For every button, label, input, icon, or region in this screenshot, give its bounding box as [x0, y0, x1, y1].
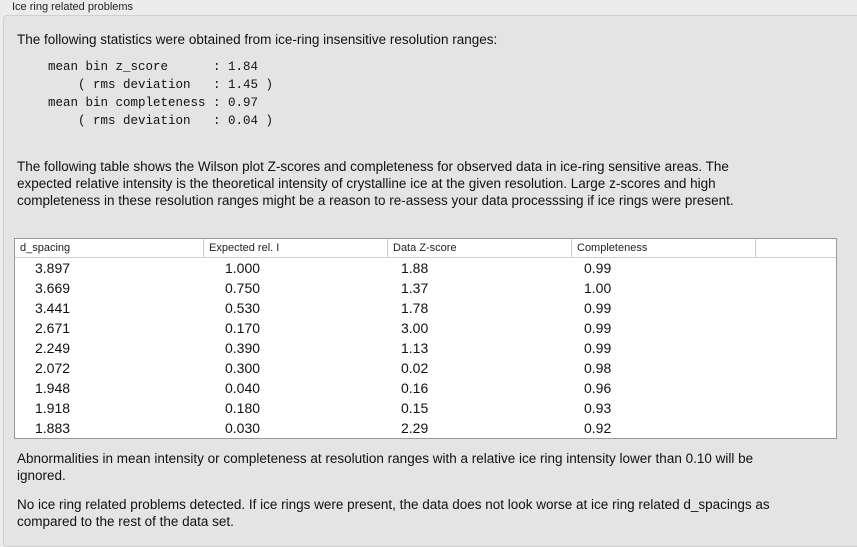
- table-intro-text: The following table shows the Wilson plo…: [17, 159, 734, 208]
- column-header[interactable]: Completeness: [572, 239, 756, 257]
- table-row[interactable]: 2.249 0.390 1.13 0.99: [15, 338, 836, 358]
- table-cell: 2.29: [401, 420, 429, 436]
- table-cell: 1.883: [35, 420, 71, 436]
- table-body: 3.897 1.000 1.88 0.99 3.669 0.750 1.37 1.00 3.44…: [15, 258, 836, 438]
- table-cell: 0.750: [225, 280, 261, 296]
- table-cell: 0.92: [584, 420, 612, 436]
- table-cell: 2.671: [35, 320, 71, 336]
- table-cell: 0.530: [225, 300, 261, 316]
- table-cell: 0.030: [225, 420, 261, 436]
- table-cell: 1.13: [401, 340, 429, 356]
- table-row[interactable]: 3.441 0.530 1.78 0.99: [15, 298, 836, 318]
- table-cell: 3.897: [35, 260, 71, 276]
- note-text: Abnormalities in mean intensity or compl…: [17, 451, 754, 483]
- ice-ring-table[interactable]: d_spacing Expected rel. I Data Z-score C…: [14, 238, 837, 439]
- table-cell: 0.99: [584, 260, 612, 276]
- table-row[interactable]: 1.918 0.180 0.15 0.93: [15, 398, 836, 418]
- table-cell: 0.99: [584, 340, 612, 356]
- intro-text: The following statistics were obtained f…: [17, 32, 498, 47]
- table-cell: 0.99: [584, 300, 612, 316]
- group-title: Ice ring related problems: [12, 1, 134, 13]
- table-cell: 2.072: [35, 360, 71, 376]
- table-cell: 0.99: [584, 320, 612, 336]
- table-cell: 3.669: [35, 280, 71, 296]
- table-cell: 0.93: [584, 400, 612, 416]
- table-row[interactable]: 3.669 0.750 1.37 1.00: [15, 278, 836, 298]
- table-cell: 1.948: [35, 380, 71, 396]
- table-cell: 0.98: [584, 360, 612, 376]
- table-cell: 1.88: [401, 260, 429, 276]
- table-cell: 0.170: [225, 320, 261, 336]
- table-cell: 0.02: [401, 360, 429, 376]
- conclusion-text: No ice ring related problems detected. I…: [17, 497, 770, 529]
- table-header: d_spacing Expected rel. I Data Z-score C…: [15, 239, 836, 258]
- table-row[interactable]: 3.897 1.000 1.88 0.99: [15, 258, 836, 278]
- table-cell: 0.16: [401, 380, 429, 396]
- column-header[interactable]: Data Z-score: [388, 239, 572, 257]
- table-cell: 1.918: [35, 400, 71, 416]
- stats-block: mean bin z_score : 1.84 ( rms deviation …: [48, 60, 274, 128]
- table-cell: 0.390: [225, 340, 261, 356]
- table-cell: 3.441: [35, 300, 71, 316]
- table-cell: 1.78: [401, 300, 429, 316]
- table-cell: 1.37: [401, 280, 429, 296]
- table-cell: 1.00: [584, 280, 612, 296]
- table-cell: 0.180: [225, 400, 261, 416]
- table-row[interactable]: 2.072 0.300 0.02 0.98: [15, 358, 836, 378]
- table-cell: 3.00: [401, 320, 429, 336]
- column-header[interactable]: Expected rel. I: [204, 239, 388, 257]
- table-cell: 0.040: [225, 380, 261, 396]
- table-cell: 0.96: [584, 380, 612, 396]
- column-header[interactable]: d_spacing: [15, 239, 204, 257]
- table-cell: 1.000: [225, 260, 261, 276]
- table-cell: 0.300: [225, 360, 261, 376]
- table-cell: 2.249: [35, 340, 71, 356]
- table-cell: 0.15: [401, 400, 429, 416]
- table-row[interactable]: 1.948 0.040 0.16 0.96: [15, 378, 836, 398]
- table-row[interactable]: 2.671 0.170 3.00 0.99: [15, 318, 836, 338]
- table-row[interactable]: 1.883 0.030 2.29 0.92: [15, 418, 836, 438]
